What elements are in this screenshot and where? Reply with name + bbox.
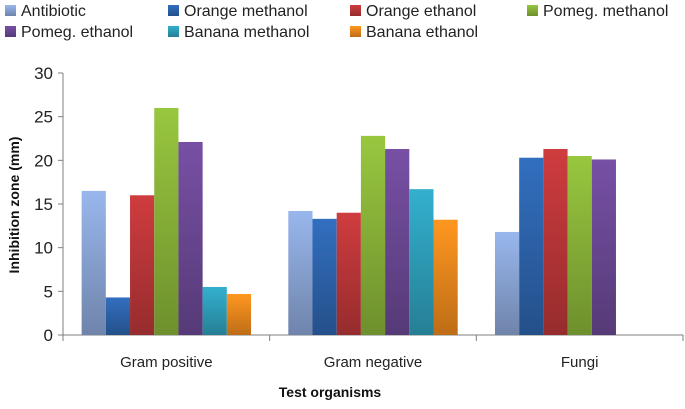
y-tick-label: 25 — [34, 108, 53, 127]
legend-item-pomeg-ethanol: Pomeg. ethanol — [5, 24, 133, 41]
legend-item-banana-ethanol: Banana ethanol — [350, 24, 478, 41]
legend-label: Banana ethanol — [366, 24, 478, 41]
bar-pomeg-methanol-gram-negative — [360, 135, 386, 335]
bar-pomeg-ethanol-gram-positive — [178, 141, 203, 335]
x-tick-label-gram-negative: Gram negative — [324, 354, 422, 371]
bar-banana-ethanol-gram-positive — [226, 293, 252, 335]
bar-banana-methanol-gram-positive — [202, 286, 227, 335]
bar-orange-methanol-gram-negative — [312, 218, 337, 335]
legend-label: Antibiotic — [21, 3, 86, 20]
bar-orange-ethanol-fungi — [543, 148, 568, 335]
bar-banana-methanol-gram-negative — [409, 189, 434, 335]
y-tick-label: 20 — [34, 151, 53, 170]
legend-item-antibiotic: Antibiotic — [5, 3, 86, 20]
legend-item-banana-methanol: Banana methanol — [168, 24, 309, 41]
bar-pomeg-ethanol-gram-negative — [385, 148, 410, 335]
bar-antibiotic-gram-positive — [81, 190, 106, 335]
bar-orange-methanol-fungi — [519, 157, 544, 335]
legend-label: Orange methanol — [184, 3, 308, 20]
bar-banana-ethanol-gram-negative — [433, 219, 458, 335]
y-tick-label: 30 — [34, 64, 53, 83]
x-axis-label: Test organisms — [279, 384, 382, 400]
bar-pomeg-ethanol-fungi — [591, 159, 616, 335]
legend-label: Pomeg. methanol — [543, 3, 668, 20]
bar-orange-methanol-gram-positive — [105, 297, 131, 335]
x-tick-label-gram-positive: Gram positive — [120, 354, 213, 371]
legend-item-orange-ethanol: Orange ethanol — [350, 3, 476, 20]
legend: Antibiotic Orange methanol Orange ethanol P… — [5, 3, 668, 41]
legend-item-pomeg-methanol: Pomeg. methanol — [527, 3, 668, 20]
legend-label: Banana methanol — [184, 24, 309, 41]
y-tick-label: 10 — [34, 239, 53, 258]
bar-pomeg-methanol-fungi — [567, 155, 592, 335]
legend-swatch — [350, 26, 361, 37]
y-tick-label: 15 — [34, 195, 53, 214]
y-tick-label: 5 — [44, 282, 53, 301]
bars — [81, 107, 616, 335]
bar-orange-ethanol-gram-negative — [336, 212, 361, 335]
bar-orange-ethanol-gram-positive — [130, 195, 155, 335]
bar-antibiotic-fungi — [494, 231, 520, 335]
legend-swatch — [5, 26, 16, 37]
legend-swatch — [527, 5, 538, 16]
legend-swatch — [350, 5, 361, 16]
x-ticks: Gram positive Gram negative Fungi — [62, 335, 684, 371]
legend-swatch — [168, 5, 179, 16]
x-tick-label-fungi: Fungi — [561, 354, 599, 371]
legend-item-orange-methanol: Orange methanol — [168, 3, 308, 20]
y-tick-label: 0 — [44, 326, 53, 345]
y-ticks: 0 5 10 15 20 25 30 — [34, 64, 63, 345]
bar-antibiotic-gram-negative — [288, 210, 313, 335]
legend-label: Orange ethanol — [366, 3, 476, 20]
legend-swatch — [168, 26, 179, 37]
legend-label: Pomeg. ethanol — [21, 24, 133, 41]
bar-pomeg-methanol-gram-positive — [154, 107, 179, 335]
y-axis-label: Inhibition zone (mm) — [6, 137, 22, 274]
legend-swatch — [5, 5, 16, 16]
